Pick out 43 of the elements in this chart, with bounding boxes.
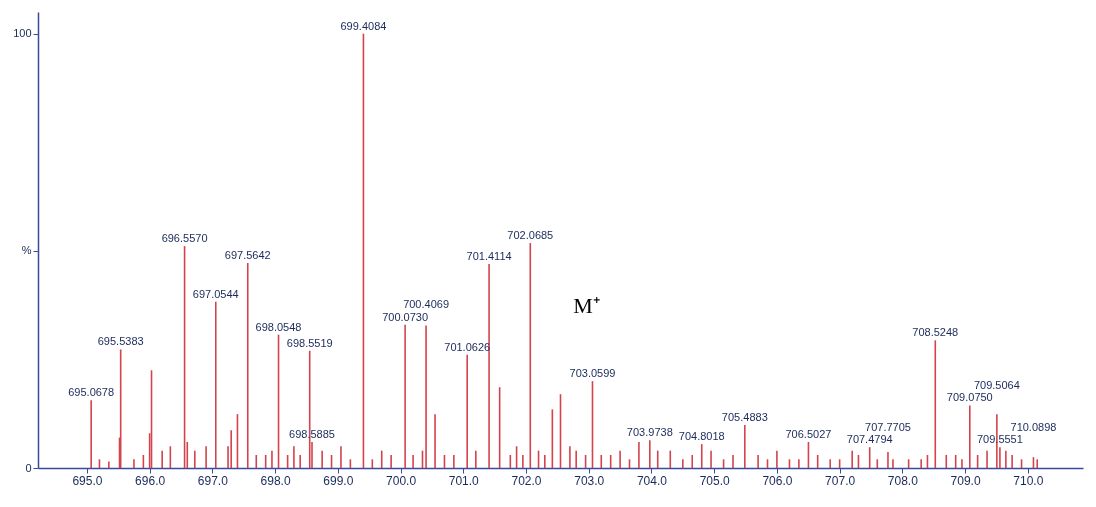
- annotation: 702.0685: [507, 229, 554, 242]
- annotation: 699.4084: [340, 19, 387, 32]
- annotation: 703.9738: [626, 426, 673, 439]
- x-tick-label: 704.0: [636, 473, 668, 488]
- annotation: 700.4069: [403, 298, 450, 311]
- annotation: 695.5383: [97, 335, 144, 348]
- annotation: 704.8018: [678, 430, 725, 443]
- annotation: 703.0599: [569, 367, 616, 380]
- annotation: 705.4883: [721, 411, 768, 424]
- annotation: 709.0750: [946, 391, 993, 404]
- annotation: 697.0544: [192, 287, 239, 300]
- x-tick-label: 695.0: [72, 473, 103, 488]
- annotation: 701.4114: [466, 249, 512, 262]
- x-tick-label: 708.0: [887, 473, 919, 488]
- x-tick-label: 699.0: [323, 473, 354, 488]
- annotation: 698.5519: [286, 336, 333, 349]
- x-tick-label: 706.0: [762, 473, 793, 488]
- annotation: 696.5570: [161, 232, 208, 245]
- x-tick-label: 703.0: [574, 473, 605, 488]
- x-tick-label: 702.0: [511, 473, 542, 488]
- x-tick-label: 705.0: [699, 473, 731, 488]
- annotation: 700.0730: [382, 310, 429, 323]
- x-tick-label: 710.0: [1013, 473, 1044, 488]
- annotation: 710.0898: [1010, 420, 1057, 433]
- y-tick-label: 100: [13, 27, 32, 40]
- x-tick-label: 698.0: [260, 473, 291, 488]
- annotation: 709.5064: [973, 378, 1020, 391]
- annotation: 697.5642: [224, 249, 271, 262]
- annotation: 695.0678: [68, 386, 115, 399]
- x-tick-label: 697.0: [197, 473, 229, 488]
- x-tick-label: 707.0: [825, 473, 856, 488]
- x-tick-label: 700.0: [386, 473, 417, 488]
- annotation: 698.0548: [255, 320, 302, 333]
- x-tick-label: 709.0: [950, 473, 981, 488]
- annotation: M⁺: [573, 293, 600, 319]
- y-tick-label: %: [21, 244, 32, 257]
- annotation: 706.5027: [785, 427, 832, 440]
- x-tick-label: 701.0: [448, 473, 480, 488]
- annotation: 707.7705: [865, 420, 911, 433]
- y-tick-label: 0: [25, 461, 32, 474]
- annotation: 708.5248: [912, 326, 959, 339]
- annotation: 707.4794: [846, 433, 893, 446]
- x-tick-label: 696.0: [135, 473, 166, 488]
